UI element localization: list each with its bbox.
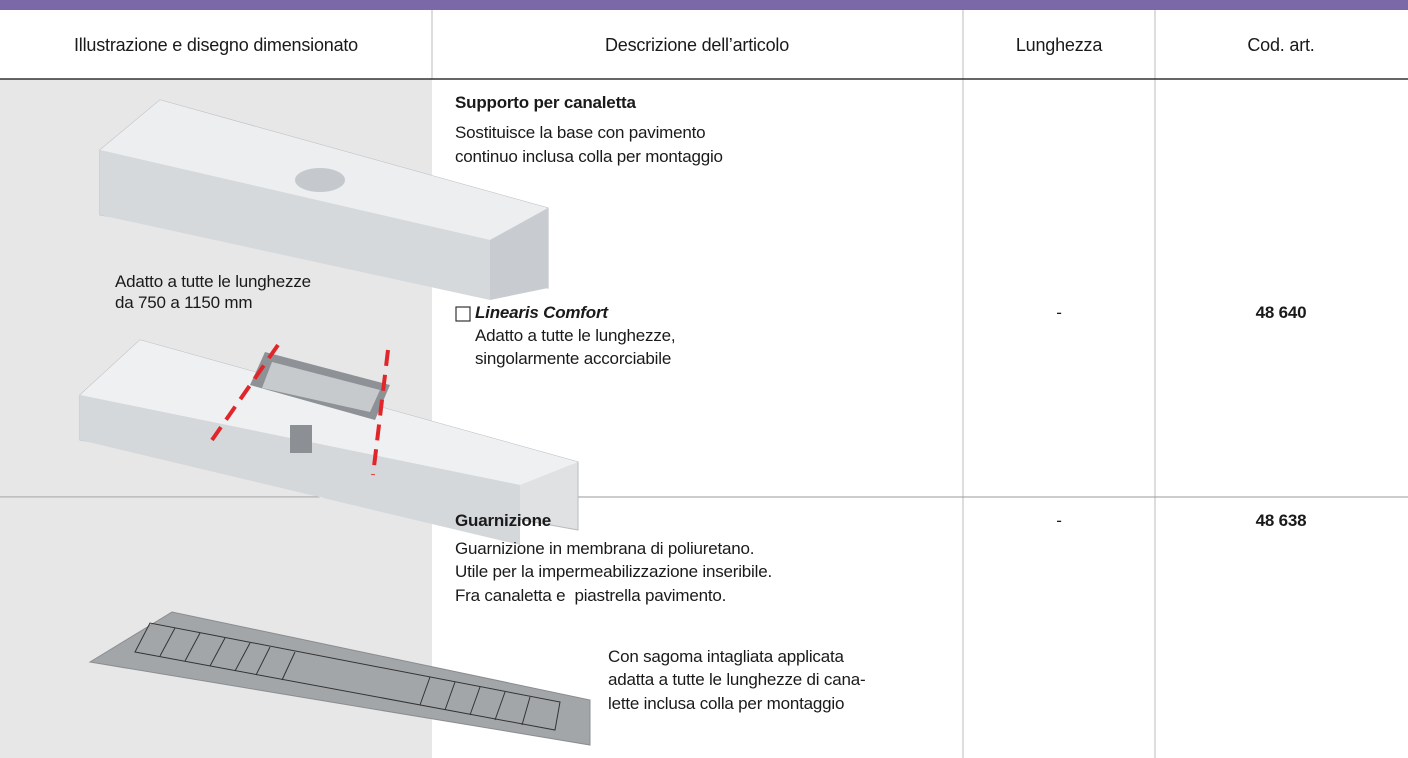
illustration-note: da 750 a 1150 mm [115, 293, 253, 312]
header-cell: Illustrazione e disegno dimensionato [74, 35, 358, 55]
code: 48 638 [1255, 511, 1307, 530]
description: Sostituisce la base con pavimento [455, 123, 706, 142]
option-line: Adatto a tutte le lunghezze, [475, 326, 676, 345]
option-label: Linearis Comfort [475, 303, 608, 322]
illustration-note: Adatto a tutte le lunghezze [115, 272, 311, 291]
option-line: singolarmente accorciabile [475, 349, 672, 368]
code: 48 640 [1255, 303, 1307, 322]
description: continuo inclusa colla per montaggio [455, 147, 723, 166]
note: lette inclusa colla per montaggio [608, 694, 845, 713]
header-cell: Lunghezza [1015, 35, 1103, 55]
length: - [1056, 303, 1062, 322]
description: Guarnizione in membrana di poliuretano. [455, 539, 755, 558]
length: - [1056, 511, 1062, 530]
item-title: Supporto per canaletta [455, 93, 636, 112]
item-title: Guarnizione [455, 511, 552, 530]
note: adatta a tutte le lunghezze di cana- [608, 670, 866, 689]
header-cell: Descrizione dell’articolo [604, 35, 790, 55]
description: Utile per la impermeabilizzazione inseri… [455, 562, 772, 581]
note: Con sagoma intagliata applicata [608, 647, 844, 666]
description: Fra canaletta e piastrella pavimento. [455, 586, 727, 605]
header-cell: Cod. art. [1247, 35, 1315, 55]
